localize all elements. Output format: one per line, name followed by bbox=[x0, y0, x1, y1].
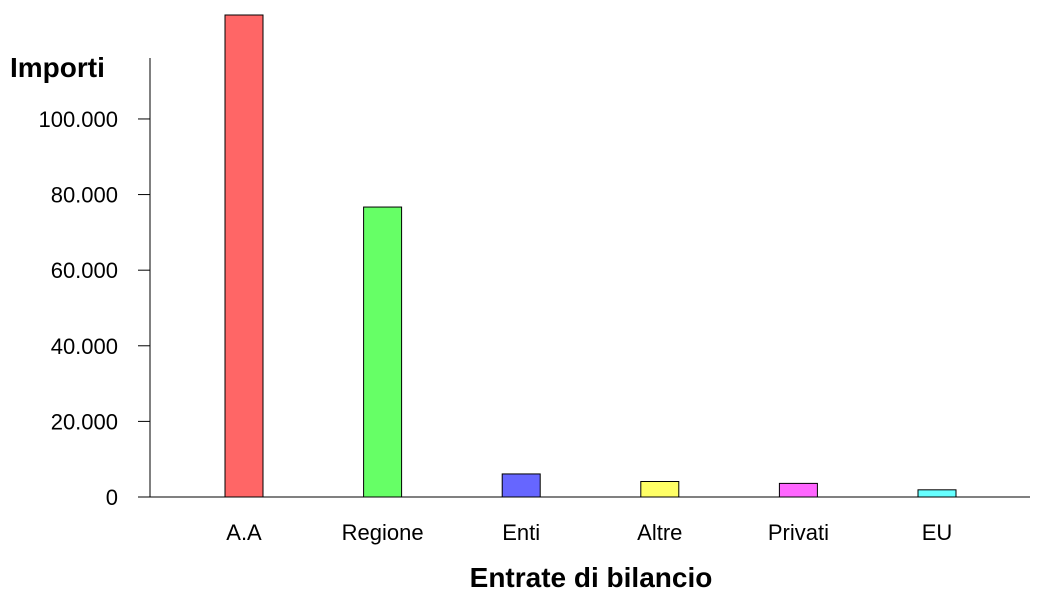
y-tick-label: 40.000 bbox=[51, 334, 118, 359]
x-category-label: EU bbox=[922, 520, 953, 545]
bars-group bbox=[224, 14, 957, 498]
y-tick-label: 80.000 bbox=[51, 183, 118, 208]
y-axis-title: Importi bbox=[10, 52, 105, 83]
x-axis-title: Entrate di bilancio bbox=[470, 562, 713, 593]
y-tick-label: 0 bbox=[106, 485, 118, 510]
y-tick-label: 100.000 bbox=[38, 107, 118, 132]
x-axis-labels: A.A Regione Enti Altre Privati EU bbox=[226, 520, 952, 545]
x-category-label: Enti bbox=[502, 520, 540, 545]
y-tick-label: 60.000 bbox=[51, 258, 118, 283]
bar-privati bbox=[778, 482, 818, 498]
y-tick-label: 20.000 bbox=[51, 409, 118, 434]
x-category-label: Privati bbox=[768, 520, 829, 545]
bar-a-a bbox=[224, 14, 264, 498]
bar-eu bbox=[917, 489, 957, 498]
bar-regione bbox=[363, 206, 403, 498]
bar-altre bbox=[640, 481, 680, 498]
x-category-label: Altre bbox=[637, 520, 682, 545]
y-axis-ticks: 0 20.000 40.000 60.000 80.000 100.000 bbox=[38, 107, 150, 510]
x-category-label: Regione bbox=[342, 520, 424, 545]
x-category-label: A.A bbox=[226, 520, 262, 545]
bar-enti bbox=[501, 473, 541, 498]
